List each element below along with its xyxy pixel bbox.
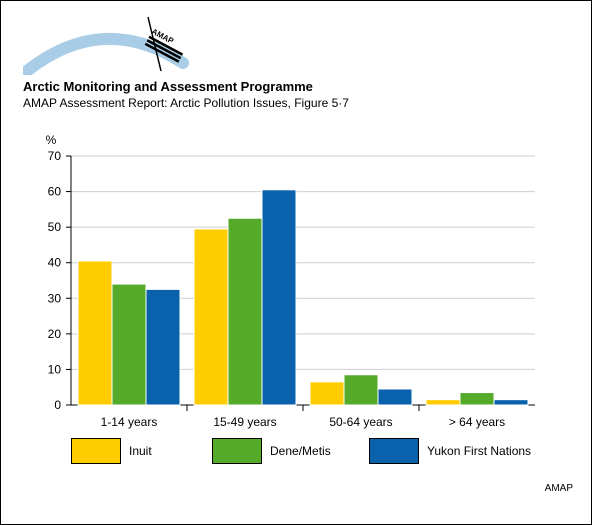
bar bbox=[309, 381, 345, 406]
amap-logo: AMAP bbox=[23, 16, 189, 75]
y-tick-label: 50 bbox=[48, 220, 62, 234]
y-tick-label: 0 bbox=[54, 398, 61, 412]
y-tick-label: 70 bbox=[48, 149, 62, 163]
x-tick-label: 50-64 years bbox=[329, 415, 392, 429]
y-axis-label: % bbox=[46, 133, 57, 147]
legend-swatch-inuit bbox=[71, 438, 121, 464]
logo-banner-line bbox=[146, 39, 182, 60]
credit-label: AMAP bbox=[544, 483, 573, 494]
bar bbox=[111, 283, 147, 406]
bar bbox=[261, 189, 297, 406]
y-tick-label: 20 bbox=[48, 327, 62, 341]
bar bbox=[343, 374, 379, 406]
x-tick-label: > 64 years bbox=[449, 415, 505, 429]
legend-swatch-yukon-first-nations bbox=[369, 438, 419, 464]
x-tick-label: 1-14 years bbox=[101, 415, 158, 429]
bar bbox=[193, 228, 229, 406]
bar bbox=[425, 399, 461, 406]
page-subtitle: AMAP Assessment Report: Arctic Pollution… bbox=[23, 96, 349, 110]
legend-label-dene-metis: Dene/Metis bbox=[270, 444, 331, 458]
logo-banner-line bbox=[148, 35, 184, 56]
y-tick-label: 40 bbox=[48, 256, 62, 270]
bar bbox=[227, 217, 263, 406]
y-tick-label: 60 bbox=[48, 185, 62, 199]
legend-label-inuit: Inuit bbox=[129, 444, 152, 458]
logo-banner-line bbox=[144, 42, 180, 63]
legend-swatch-dene-metis bbox=[212, 438, 262, 464]
legend-label-yukon-first-nations: Yukon First Nations bbox=[427, 444, 532, 458]
bar bbox=[77, 260, 113, 406]
bar bbox=[493, 399, 529, 406]
y-tick-label: 10 bbox=[48, 362, 62, 376]
logo-arc bbox=[23, 33, 189, 75]
page-title: Arctic Monitoring and Assessment Program… bbox=[23, 79, 313, 94]
bar bbox=[377, 388, 413, 406]
bar bbox=[145, 288, 181, 406]
x-tick-label: 15-49 years bbox=[213, 415, 276, 429]
bar bbox=[459, 392, 495, 406]
y-tick-label: 30 bbox=[48, 291, 62, 305]
